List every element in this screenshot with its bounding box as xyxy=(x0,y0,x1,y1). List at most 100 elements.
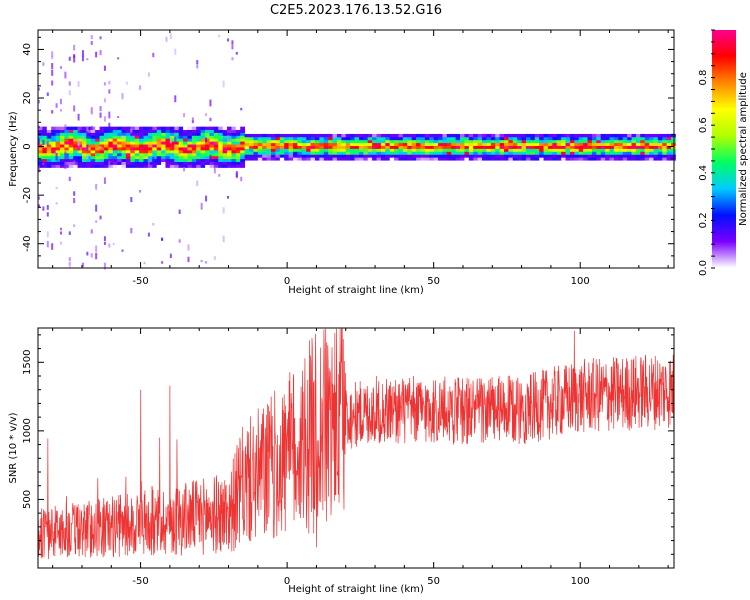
heatmap-cell xyxy=(95,144,100,147)
heatmap-cell xyxy=(161,150,166,153)
heatmap-cell xyxy=(69,159,74,162)
heatmap-cell xyxy=(526,137,531,140)
heatmap-cell xyxy=(179,130,184,133)
heatmap-cell xyxy=(192,127,197,130)
heatmap-cell xyxy=(544,157,549,160)
heatmap-cell xyxy=(284,146,289,149)
heatmap-cell xyxy=(157,141,162,144)
heatmap-cell xyxy=(223,132,228,135)
colorbar-label: Normalized spectral amplitude xyxy=(738,72,749,226)
heatmap-cell xyxy=(368,157,373,160)
heatmap-cell xyxy=(139,150,144,153)
heatmap-speckle xyxy=(86,58,88,60)
heatmap-cell xyxy=(491,151,496,154)
heatmap-cell xyxy=(491,146,496,149)
heatmap-cell xyxy=(183,153,188,156)
heatmap-cell xyxy=(434,151,439,154)
heatmap-cell xyxy=(280,140,285,143)
heatmap-cell xyxy=(117,165,122,168)
heatmap-cell xyxy=(596,157,601,160)
heatmap-cell xyxy=(416,154,421,157)
heatmap-cell xyxy=(614,146,619,149)
heatmap-cell xyxy=(297,146,302,149)
heatmap-cell xyxy=(113,162,118,165)
heatmap-cell xyxy=(522,143,527,146)
heatmap-cell xyxy=(451,151,456,154)
heatmap-cell xyxy=(566,157,571,160)
heatmap-cell xyxy=(157,165,162,168)
heatmap-cell xyxy=(302,149,307,152)
heatmap-cell xyxy=(372,134,377,137)
heatmap-cell xyxy=(56,144,61,147)
heatmap-cell xyxy=(667,143,672,146)
heatmap-cell xyxy=(456,151,461,154)
heatmap-cell xyxy=(425,151,430,154)
heatmap-cell xyxy=(293,151,298,154)
heatmap-speckle xyxy=(113,243,115,245)
heatmap-cell xyxy=(667,140,672,143)
heatmap-cell xyxy=(469,140,474,143)
heatmap-cell xyxy=(227,127,232,130)
heatmap-cell xyxy=(601,137,606,140)
heatmap-cell xyxy=(170,127,175,130)
heatmap-cell xyxy=(78,150,83,153)
heatmap-cell xyxy=(227,144,232,147)
heatmap-cell xyxy=(280,151,285,154)
heatmap-cell xyxy=(179,141,184,144)
heatmap-cell xyxy=(306,154,311,157)
heatmap-cell xyxy=(275,154,280,157)
heatmap-cell xyxy=(280,146,285,149)
heatmap-cell xyxy=(649,146,654,149)
heatmap-cell xyxy=(623,134,628,137)
heatmap-cell xyxy=(535,134,540,137)
heatmap-cell xyxy=(218,165,223,168)
heatmap-speckle xyxy=(64,72,66,79)
heatmap-speckle xyxy=(69,231,71,235)
heatmap-cell xyxy=(333,149,338,152)
heatmap-cell xyxy=(214,130,219,133)
heatmap-cell xyxy=(161,130,166,133)
heatmap-speckle xyxy=(196,60,198,64)
heatmap-cell xyxy=(368,140,373,143)
heatmap-cell xyxy=(170,147,175,150)
heatmap-cell xyxy=(605,143,610,146)
heatmap-cell xyxy=(170,132,175,135)
heatmap-cell xyxy=(341,134,346,137)
heatmap-cell xyxy=(60,144,65,147)
heatmap-cell xyxy=(425,134,430,137)
heatmap-cell xyxy=(205,159,210,162)
heatmap-cell xyxy=(245,140,250,143)
heatmap-cell xyxy=(592,151,597,154)
heatmap-cell xyxy=(267,149,272,152)
heatmap-cell xyxy=(552,149,557,152)
heatmap-cell xyxy=(535,151,540,154)
heatmap-cell xyxy=(157,150,162,153)
heatmap-speckle xyxy=(95,246,97,252)
heatmap-cell xyxy=(381,154,386,157)
heatmap-speckle xyxy=(187,257,189,262)
heatmap-cell xyxy=(284,151,289,154)
heatmap-cell xyxy=(420,140,425,143)
heatmap-cell xyxy=(653,154,658,157)
heatmap-cell xyxy=(486,137,491,140)
heatmap-speckle xyxy=(108,112,110,119)
heatmap-cell xyxy=(544,151,549,154)
heatmap-cell xyxy=(139,159,144,162)
heatmap-cell xyxy=(236,147,241,150)
heatmap-speckle xyxy=(205,196,207,202)
heatmap-cell xyxy=(148,144,153,147)
heatmap-cell xyxy=(350,149,355,152)
heatmap-cell xyxy=(253,134,258,137)
heatmap-cell xyxy=(605,149,610,152)
heatmap-cell xyxy=(122,141,127,144)
heatmap-cell xyxy=(135,127,140,130)
heatmap-cell xyxy=(161,153,166,156)
heatmap-cell xyxy=(552,134,557,137)
heatmap-cell xyxy=(456,146,461,149)
heatmap-cell xyxy=(522,154,527,157)
heatmap-cell xyxy=(174,132,179,135)
figure-title: C2E5.2023.176.13.52.G16 xyxy=(270,3,442,18)
heatmap-cell xyxy=(632,151,637,154)
heatmap-cell xyxy=(187,162,192,165)
